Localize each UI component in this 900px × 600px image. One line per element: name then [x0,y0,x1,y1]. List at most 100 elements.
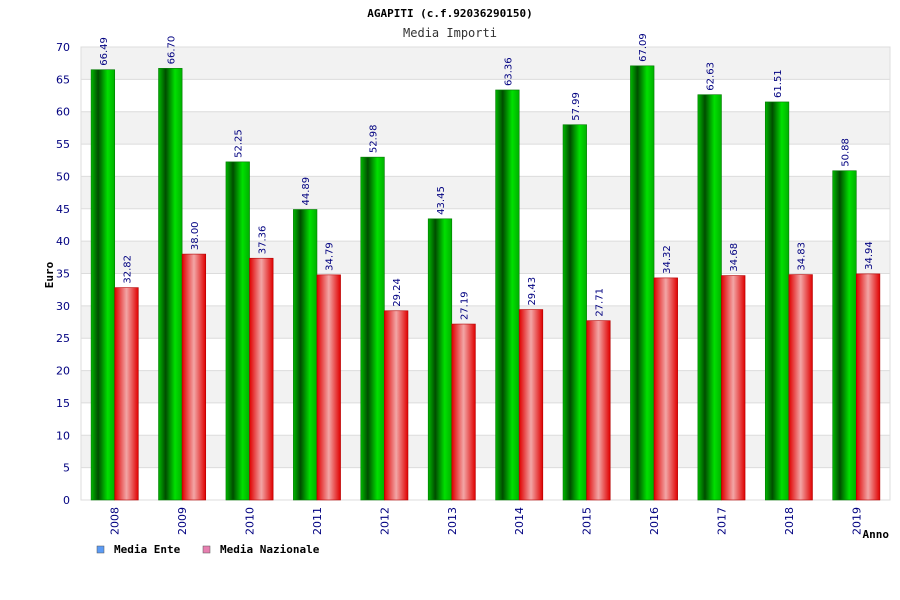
bar-media-ente-2012 [360,156,385,501]
bar-media-nazionale-2016 [653,277,678,501]
value-label-media-nazionale-2015: 27.71 [594,288,605,317]
value-label-media-nazionale-2010: 37.36 [257,226,268,255]
y-tick-label-70: 70 [56,41,70,54]
legend-label-media-ente: Media Ente [114,543,181,556]
y-tick-label-45: 45 [56,203,70,216]
plot-background [81,47,890,500]
x-tick-label-2016: 2016 [648,507,661,535]
y-axis-title: Euro [43,261,56,288]
x-tick-label-2011: 2011 [311,507,324,535]
x-axis: 2008 2009 2010 2011 2012 2013 2014 2015 2016 2017… [109,507,864,535]
value-label-media-ente-2017: 62.63 [706,62,717,91]
value-label-media-nazionale-2016: 34.32 [662,245,673,274]
chart-subtitle: Media Importi [403,26,497,40]
legend: Media Ente Media Nazionale [96,543,320,556]
bar-media-ente-2016 [630,65,655,501]
bar-media-ente-2017 [697,94,722,501]
bar-media-nazionale-2010 [249,257,274,501]
y-axis: 0 5 10 15 20 25 30 35 40 45 50 55 60 65 70 [56,41,70,507]
value-label-media-ente-2015: 57.99 [571,92,582,121]
band-12 [81,79,890,112]
bar-media-nazionale-2008 [114,287,139,501]
bar-media-ente-2014 [495,89,520,501]
band-1 [81,435,890,468]
value-label-media-ente-2019: 50.88 [840,138,851,167]
x-tick-label-2017: 2017 [715,507,728,535]
value-label-media-ente-2013: 43.45 [436,186,447,215]
bar-media-nazionale-2013 [451,323,476,501]
value-label-media-nazionale-2008: 32.82 [123,255,134,284]
x-axis-title: Anno [863,528,890,541]
x-tick-label-2012: 2012 [378,507,391,535]
bar-media-nazionale-2011 [316,274,341,501]
band-9 [81,176,890,209]
x-tick-label-2009: 2009 [176,507,189,535]
band-11 [81,111,890,145]
y-tick-label-0: 0 [63,494,70,507]
value-label-media-nazionale-2014: 29.43 [527,277,538,306]
x-tick-label-2014: 2014 [513,507,526,535]
value-label-media-ente-2009: 66.70 [166,36,177,65]
value-label-media-ente-2011: 44.89 [301,177,312,206]
bar-media-ente-2008 [90,69,116,501]
bar-media-nazionale-2012 [384,310,409,501]
band-7 [81,241,890,274]
y-tick-label-35: 35 [56,268,70,281]
bar-media-ente-2009 [158,68,183,501]
legend-item-media-nazionale: Media Nazionale [202,543,320,556]
value-label-media-ente-2008: 66.49 [99,37,110,66]
y-tick-label-65: 65 [56,73,70,86]
value-label-media-ente-2018: 61.51 [773,69,784,98]
x-tick-label-2015: 2015 [581,507,594,535]
y-tick-label-25: 25 [56,332,70,345]
value-label-media-ente-2010: 52.25 [234,129,245,158]
legend-swatch-media-ente [96,545,105,554]
legend-item-media-ente: Media Ente [96,543,181,556]
x-tick-label-2008: 2008 [109,507,122,535]
value-label-media-nazionale-2012: 29.24 [392,278,403,307]
legend-swatch-media-nazionale [202,545,211,554]
band-8 [81,208,890,242]
band-10 [81,144,890,177]
band-6 [81,273,890,306]
value-label-media-ente-2016: 67.09 [638,33,649,62]
x-tick-label-2019: 2019 [850,507,863,535]
bar-media-nazionale-2019 [855,273,881,501]
band-5 [81,305,890,339]
value-label-media-nazionale-2018: 34.83 [797,242,808,271]
y-tick-label-10: 10 [56,429,70,442]
y-tick-label-55: 55 [56,138,70,151]
value-label-media-nazionale-2017: 34.68 [729,243,740,272]
bar-media-ente-2019 [832,170,857,501]
y-tick-label-40: 40 [56,235,70,248]
value-label-media-nazionale-2019: 34.94 [864,241,875,270]
y-tick-label-15: 15 [56,397,70,410]
bar-media-ente-2013 [427,218,453,501]
band-13 [81,47,890,80]
bar-media-ente-2018 [764,101,790,501]
band-4 [81,338,890,371]
bar-media-nazionale-2015 [586,320,611,501]
band-3 [81,370,890,403]
y-tick-label-5: 5 [63,462,70,475]
bar-media-nazionale-2018 [788,274,813,501]
x-tick-label-2013: 2013 [446,507,459,535]
bar-media-ente-2015 [562,124,587,501]
bar-media-ente-2011 [293,209,318,501]
x-tick-label-2010: 2010 [244,507,257,535]
value-label-media-nazionale-2011: 34.79 [325,242,336,271]
value-label-media-ente-2012: 52.98 [369,125,380,154]
y-tick-label-30: 30 [56,300,70,313]
y-tick-label-50: 50 [56,170,70,183]
y-tick-label-20: 20 [56,365,70,378]
chart-title: AGAPITI (c.f.92036290150) [367,7,533,20]
bar-media-nazionale-2014 [518,309,544,501]
bars [90,65,881,501]
bar-value-labels: 66.49 32.82 66.70 38.00 52.25 37.36 44.89 34.79… [99,33,875,320]
plot-frame [80,46,891,501]
value-label-media-nazionale-2009: 38.00 [190,221,201,250]
bar-media-ente-2010 [225,161,250,501]
x-tick-label-2018: 2018 [783,507,796,535]
band-0 [81,467,890,500]
